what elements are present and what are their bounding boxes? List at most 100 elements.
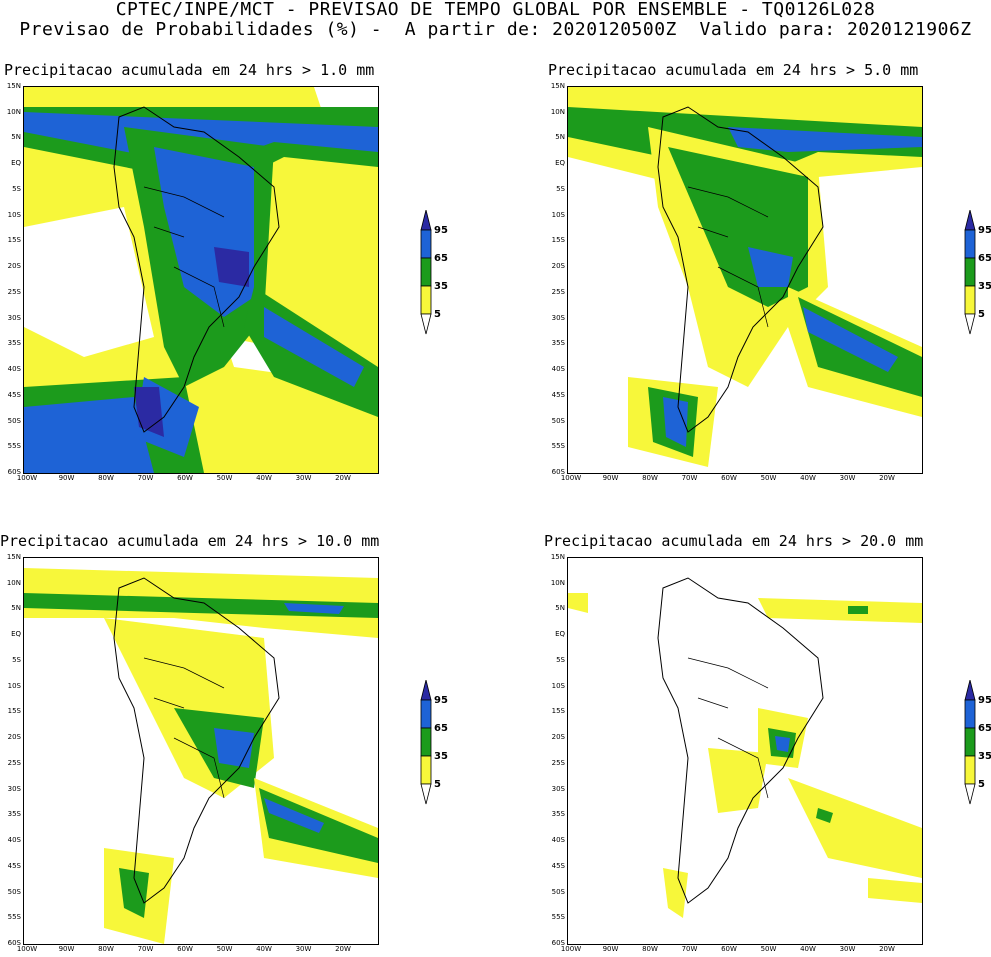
lat-tick-label: 35S	[7, 339, 21, 348]
panel-4-title: Precipitacao acumulada em 24 hrs > 20.0 …	[544, 532, 924, 550]
lat-tick-label: 10S	[7, 210, 21, 219]
lon-tick-label: 80W	[98, 945, 114, 953]
lon-tick-label: 100W	[560, 474, 582, 482]
legend-level-label: 95	[978, 225, 991, 236]
legend-colorbar	[964, 209, 976, 335]
lon-tick-label: 80W	[642, 474, 658, 482]
legend-level-label: 95	[434, 225, 448, 236]
legend-level-label: 65	[434, 723, 448, 734]
figure-subtitle: Previsao de Probabilidades (%) - A parti…	[19, 19, 972, 40]
legend-swatch	[964, 285, 976, 315]
legend-swatch-top	[420, 209, 432, 231]
lat-tick-label: 45S	[7, 861, 21, 870]
lon-tick-label: 90W	[58, 945, 75, 953]
lat-tick-label: 50S	[551, 416, 565, 425]
lat-tick-label: 35S	[7, 810, 21, 819]
lon-tick-label: 60W	[177, 945, 193, 953]
lon-tick-label: 50W	[760, 945, 777, 953]
legend-swatch-top	[964, 209, 976, 231]
lat-tick-label: 5S	[12, 655, 21, 664]
lat-tick-label: 30S	[551, 784, 565, 793]
legend-swatch	[420, 727, 432, 757]
lon-tick-label: 50W	[760, 474, 777, 482]
legend-swatch-bottom	[420, 313, 432, 335]
lat-tick-label: 20S	[551, 262, 565, 271]
lat-tick-label: 35S	[551, 810, 565, 819]
legend-colorbar	[420, 679, 432, 805]
lat-tick-label: EQ	[11, 159, 21, 168]
lat-tick-label: 40S	[7, 365, 21, 374]
legend-level-label: 95	[434, 695, 448, 706]
color-legend: 95 65 35 5	[964, 679, 991, 825]
lat-tick-label: 30S	[551, 313, 565, 322]
legend-level-label: 5	[434, 779, 441, 790]
lon-tick-label: 70W	[681, 474, 698, 482]
legend-colorbar	[420, 209, 432, 335]
lat-tick-label: 25S	[551, 287, 565, 296]
lat-tick-label: 5N	[555, 133, 565, 142]
lon-tick-label: 20W	[335, 945, 351, 953]
legend-swatch-bottom	[964, 313, 976, 335]
lat-tick-label: EQ	[555, 630, 565, 639]
legend-swatch	[964, 229, 976, 259]
legend-swatch	[964, 699, 976, 729]
lon-tick-label: 30W	[839, 945, 856, 953]
lat-tick-label: 15S	[551, 236, 565, 245]
lon-tick-label: 40W	[800, 474, 816, 482]
color-legend: 95 65 35 5	[964, 209, 991, 355]
legend-swatch	[420, 755, 432, 785]
panel-1-map	[23, 86, 379, 474]
lon-tick-label: 70W	[137, 474, 154, 482]
lat-tick-label: 20S	[7, 262, 21, 271]
lon-tick-label: 50W	[216, 945, 233, 953]
lat-tick-label: 15N	[6, 553, 21, 561]
lat-tick-label: 25S	[7, 287, 21, 296]
color-legend: 95 65 35 5	[420, 679, 460, 825]
lon-tick-label: 20W	[879, 945, 895, 953]
lat-tick-label: 55S	[551, 913, 565, 922]
legend-swatch	[420, 699, 432, 729]
lon-tick-label: 40W	[256, 474, 272, 482]
lon-tick-label: 70W	[681, 945, 698, 953]
lat-tick-label: 5N	[11, 133, 21, 142]
lon-tick-label: 100W	[16, 474, 38, 482]
lat-tick-label: 60S	[7, 468, 21, 476]
panel-2-title: Precipitacao acumulada em 24 hrs > 5.0 m…	[548, 61, 919, 79]
lon-tick-label: 80W	[98, 474, 114, 482]
lat-tick-label: 10N	[550, 107, 565, 116]
legend-swatch-bottom	[964, 783, 976, 805]
lat-tick-label: 30S	[7, 313, 21, 322]
legend-swatch-top	[420, 679, 432, 701]
legend-level-label: 35	[978, 281, 991, 292]
legend-colorbar	[964, 679, 976, 805]
lat-tick-label: 60S	[551, 468, 565, 476]
lat-tick-label: 15S	[551, 707, 565, 716]
panel-3-title: Precipitacao acumulada em 24 hrs > 10.0 …	[0, 532, 380, 550]
lon-tick-label: 50W	[216, 474, 233, 482]
panel-1-title: Precipitacao acumulada em 24 hrs > 1.0 m…	[4, 61, 375, 79]
lat-tick-label: 15S	[7, 236, 21, 245]
lat-tick-label: 10N	[550, 578, 565, 587]
lat-tick-label: 45S	[7, 390, 21, 399]
lat-tick-label: 50S	[7, 416, 21, 425]
panel-3-map	[23, 557, 379, 945]
legend-level-label: 65	[434, 253, 448, 264]
lon-tick-label: 40W	[800, 945, 816, 953]
lat-tick-label: 5N	[11, 604, 21, 613]
lon-tick-label: 90W	[602, 945, 619, 953]
lon-tick-label: 100W	[16, 945, 38, 953]
legend-level-label: 5	[978, 309, 985, 320]
lon-tick-label: 90W	[58, 474, 75, 482]
lat-tick-label: 40S	[551, 836, 565, 845]
legend-swatch	[420, 229, 432, 259]
lat-tick-label: 5S	[556, 184, 565, 193]
legend-level-label: 35	[434, 281, 448, 292]
legend-swatch-bottom	[420, 783, 432, 805]
lon-tick-label: 80W	[642, 945, 658, 953]
legend-swatch	[964, 727, 976, 757]
legend-swatch-top	[964, 679, 976, 701]
legend-level-label: 65	[978, 253, 991, 264]
lat-tick-label: 15N	[550, 82, 565, 90]
legend-level-label: 5	[978, 779, 985, 790]
lat-tick-label: 25S	[551, 758, 565, 767]
